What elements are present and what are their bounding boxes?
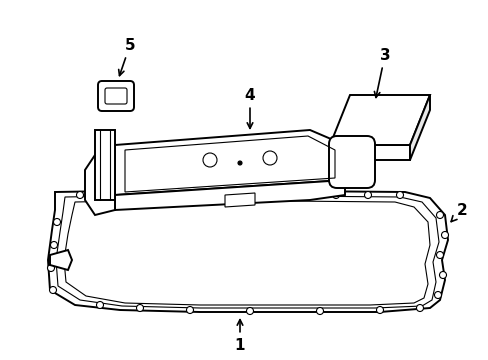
- Polygon shape: [95, 130, 115, 200]
- Text: 4: 4: [244, 87, 255, 129]
- Circle shape: [416, 305, 423, 311]
- Text: 1: 1: [234, 320, 245, 352]
- Circle shape: [246, 307, 253, 315]
- Polygon shape: [115, 130, 345, 195]
- Polygon shape: [48, 190, 447, 312]
- Circle shape: [396, 192, 403, 198]
- Circle shape: [172, 192, 179, 198]
- Circle shape: [186, 306, 193, 314]
- FancyBboxPatch shape: [328, 136, 374, 188]
- Circle shape: [49, 287, 57, 293]
- Circle shape: [332, 192, 339, 198]
- Circle shape: [316, 307, 323, 315]
- Text: 2: 2: [450, 202, 467, 222]
- Circle shape: [140, 192, 147, 198]
- Circle shape: [76, 192, 83, 198]
- Circle shape: [300, 192, 307, 198]
- Circle shape: [436, 252, 443, 258]
- Circle shape: [441, 231, 447, 239]
- Circle shape: [236, 192, 243, 198]
- Polygon shape: [115, 180, 345, 210]
- Circle shape: [47, 265, 54, 271]
- Circle shape: [108, 192, 115, 198]
- Polygon shape: [85, 145, 115, 215]
- Circle shape: [203, 153, 217, 167]
- Polygon shape: [329, 145, 409, 160]
- Circle shape: [436, 212, 443, 219]
- Text: 3: 3: [374, 48, 389, 98]
- Circle shape: [204, 192, 211, 198]
- Circle shape: [50, 242, 58, 248]
- Polygon shape: [50, 250, 72, 270]
- Circle shape: [268, 192, 275, 198]
- Polygon shape: [329, 95, 429, 145]
- Polygon shape: [409, 95, 429, 160]
- Circle shape: [238, 161, 242, 165]
- Circle shape: [136, 305, 143, 311]
- Circle shape: [434, 292, 441, 298]
- Polygon shape: [224, 193, 254, 207]
- Circle shape: [263, 151, 276, 165]
- Circle shape: [376, 306, 383, 314]
- FancyBboxPatch shape: [98, 81, 134, 111]
- Circle shape: [364, 192, 371, 198]
- Text: 5: 5: [119, 37, 135, 76]
- Circle shape: [96, 302, 103, 309]
- Circle shape: [439, 271, 446, 279]
- Circle shape: [53, 219, 61, 225]
